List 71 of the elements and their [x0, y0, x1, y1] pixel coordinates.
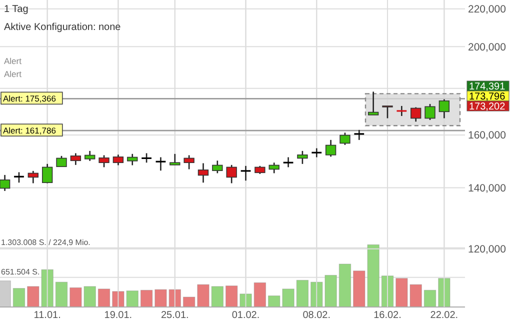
candlestick: [56, 155, 67, 168]
candlestick: [424, 103, 436, 121]
bar: [211, 286, 224, 307]
candlestick: [410, 106, 422, 122]
bar: [296, 280, 309, 307]
bar: [0, 280, 11, 307]
candlestick: [325, 139, 336, 158]
y-tick-label: 120,000: [468, 244, 506, 256]
bar: [240, 294, 252, 307]
x-tick-label: 16.02.: [374, 310, 402, 320]
bar: [424, 290, 436, 307]
y-tick-label: 220,000: [468, 4, 506, 16]
bar: [182, 296, 196, 307]
candlestick: [282, 156, 294, 168]
ref-line-label: Alert: 175,366: [3, 94, 56, 104]
candlestick: [84, 150, 96, 162]
candlestick: [170, 153, 180, 166]
text: 174,391: [469, 82, 506, 92]
bar: [154, 289, 167, 307]
candlestick: [240, 165, 252, 182]
x-tick-label: 25.01.: [160, 310, 189, 320]
candlestick: [396, 105, 408, 117]
x-tick-label: 08.02.: [302, 310, 331, 320]
candlestick: [340, 132, 350, 146]
candlestick: [154, 156, 166, 172]
bar: [438, 278, 450, 307]
candlestick: [127, 153, 138, 166]
y-tick-label: 160,000: [468, 130, 506, 142]
candlestick: [268, 162, 280, 174]
text: 173,202: [469, 102, 506, 112]
candlestick: [42, 163, 53, 184]
bar: [12, 288, 26, 307]
bar: [98, 288, 110, 307]
ref-line-label: Alert: 161,786: [3, 126, 56, 136]
candlestick: [98, 154, 110, 168]
bar: [268, 295, 280, 307]
y-tick-label: 200,000: [468, 41, 506, 54]
candlestick: [28, 170, 38, 184]
annotation: Alert: [4, 56, 22, 66]
x-tick-label: 01.02.: [232, 310, 260, 320]
annotation: Alert: [4, 69, 22, 79]
candlestick: [226, 164, 237, 184]
x-tick-label: 11.01.: [34, 310, 61, 320]
candlestick: [70, 152, 82, 166]
y-tick-label: 140,000: [468, 182, 506, 194]
bar: [282, 288, 294, 307]
x-tick-label: 22.02.: [430, 310, 458, 320]
text: 173,796: [469, 92, 506, 102]
candlestick: [198, 162, 209, 184]
annotation: 1 Tag: [4, 4, 28, 15]
bar: [197, 284, 210, 307]
candlestick: [212, 160, 223, 174]
candlestick: [112, 154, 124, 166]
bar: [225, 286, 238, 307]
candlestick: [353, 129, 365, 141]
ref-line-label: 651.504 S.: [1, 267, 40, 276]
bar: [140, 290, 153, 307]
candlestick: [13, 172, 25, 184]
candlestick: [438, 98, 450, 119]
ref-line-label: 1.303.008 S. / 224,9 Mio.: [1, 238, 90, 247]
candlestick: [0, 174, 10, 192]
candlestick: [382, 105, 393, 119]
candlestick: [140, 152, 152, 164]
candlestick: [368, 91, 379, 116]
bar: [55, 282, 68, 307]
candlestick: [297, 150, 308, 165]
bar: [338, 264, 352, 307]
annotation: Aktive Konfiguration: none: [4, 22, 122, 33]
candlestick: [184, 154, 194, 170]
bar: [254, 282, 266, 307]
x-tick-label: 19.01.: [104, 310, 132, 320]
